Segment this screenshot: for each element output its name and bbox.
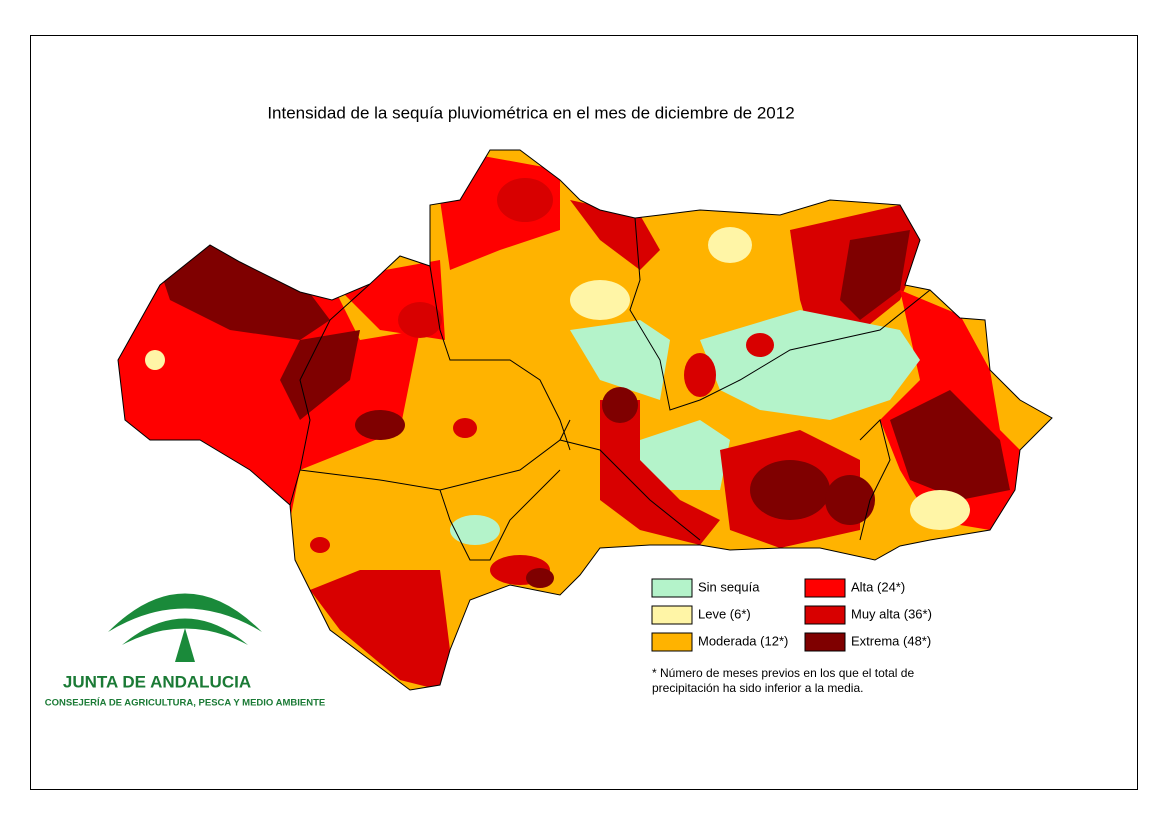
- drought-zone: [160, 240, 330, 340]
- drought-zone: [640, 420, 730, 490]
- province-borders: [289, 217, 931, 561]
- legend-label: Moderada (12*): [698, 633, 788, 648]
- legend-swatch: [651, 578, 693, 598]
- legend-note: * Número de meses previos en los que el …: [652, 666, 914, 680]
- logo-name: JUNTA DE ANDALUCIA: [63, 672, 251, 691]
- legend-swatch: [804, 605, 846, 625]
- drought-zone: [602, 387, 638, 423]
- drought-zone: [600, 400, 720, 545]
- drought-zone: [310, 537, 330, 553]
- legend-label: Alta (24*): [851, 579, 905, 594]
- drought-zone: [840, 230, 910, 320]
- drought-zone: [890, 390, 1010, 500]
- drought-zone: [570, 320, 670, 400]
- legend: Sin sequía Leve (6*) Moderada (12*) Alta (2…: [651, 578, 932, 652]
- legend-swatch: [804, 578, 846, 598]
- drought-zone: [570, 280, 630, 320]
- logo: JUNTA DE ANDALUCIA CONSEJERÍA DE AGRICUL…: [45, 593, 325, 709]
- map-title: Intensidad de la sequía pluviométrica en…: [267, 103, 794, 122]
- drought-zone: [280, 330, 360, 420]
- drought-zone: [145, 350, 165, 370]
- drought-zone: [355, 410, 405, 440]
- legend-note: precipitación ha sido inferior a la medi…: [652, 681, 863, 695]
- drought-zone: [746, 333, 774, 357]
- legend-label: Sin sequía: [698, 579, 760, 594]
- legend-label: Muy alta (36*): [851, 606, 932, 621]
- drought-zone: [910, 490, 970, 530]
- legend-swatch: [651, 605, 693, 625]
- drought-zone: [453, 418, 477, 438]
- legend-label: Leve (6*): [698, 606, 751, 621]
- drought-zone: [708, 227, 752, 263]
- drought-zone: [398, 302, 442, 338]
- drought-zone: [750, 460, 830, 520]
- legend-swatch: [651, 632, 693, 652]
- drought-zone: [825, 475, 875, 525]
- drought-zone: [450, 515, 500, 545]
- drought-zone: [497, 178, 553, 222]
- drought-zone: [310, 570, 450, 690]
- drought-zone: [684, 353, 716, 397]
- drought-zone: [526, 568, 554, 588]
- legend-label: Extrema (48*): [851, 633, 931, 648]
- legend-swatch: [804, 632, 846, 652]
- logo-department: CONSEJERÍA DE AGRICULTURA, PESCA Y MEDIO…: [45, 698, 325, 709]
